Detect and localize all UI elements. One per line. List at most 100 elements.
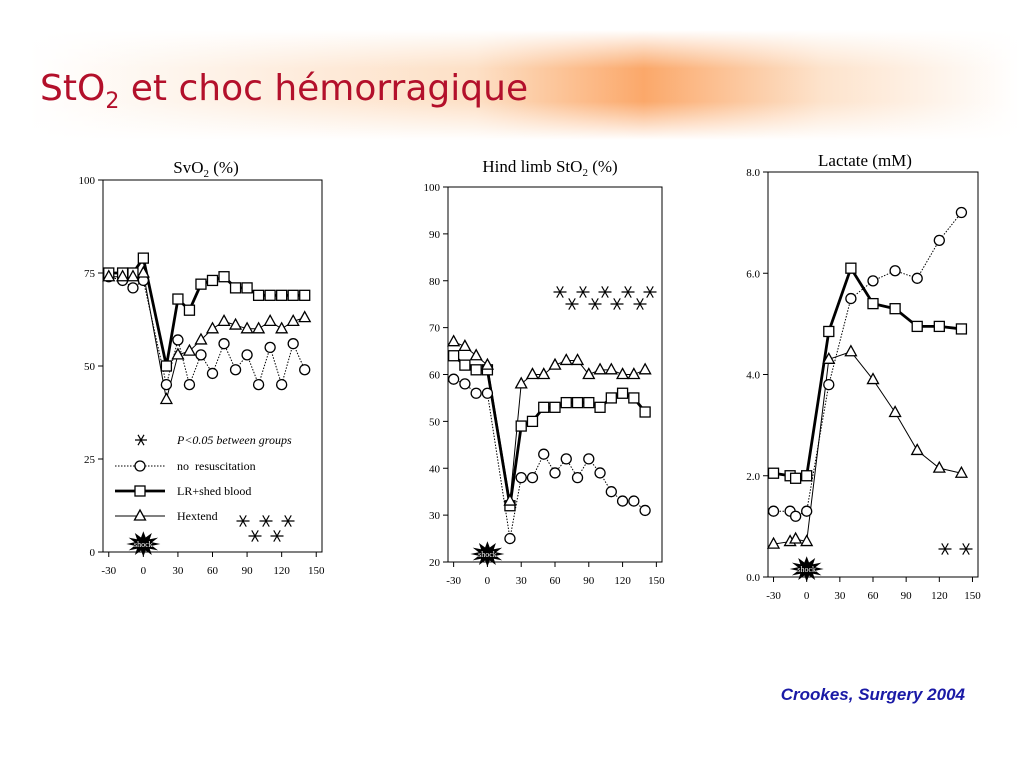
marker-circle (206, 367, 219, 380)
y-tick-label: 8.0 (746, 167, 760, 179)
slide-title: StO2 et choc hémorragique (40, 68, 528, 114)
y-tick-label: 0 (90, 547, 96, 559)
significance-asterisk (236, 515, 250, 527)
marker-circle (447, 373, 460, 385)
marker-circle (134, 460, 146, 472)
shock-burst (470, 541, 505, 567)
shock-burst (126, 531, 161, 557)
marker-square (172, 293, 184, 305)
x-tick-label: 150 (648, 575, 665, 587)
legend-label: Hextend (177, 509, 218, 523)
marker-triangle (194, 332, 208, 345)
marker-square (628, 392, 640, 404)
marker-circle (229, 364, 242, 376)
marker-triangle (126, 269, 140, 282)
marker-circle (276, 378, 288, 391)
marker-triangle (822, 351, 836, 364)
y-tick-label: 70 (429, 323, 441, 335)
marker-triangle (469, 348, 483, 361)
marker-square (845, 262, 857, 274)
y-tick-label: 100 (424, 182, 441, 194)
title-part: et choc hémorragique (119, 68, 528, 109)
marker-triangle (228, 317, 243, 330)
marker-triangle (171, 347, 185, 360)
marker-triangle (570, 353, 585, 366)
marker-circle (801, 505, 813, 517)
legend-asterisk (135, 434, 147, 446)
marker-circle (594, 467, 606, 479)
x-tick-label: -30 (101, 565, 116, 577)
marker-circle (571, 471, 584, 484)
marker-square (137, 252, 149, 264)
marker-square (526, 415, 539, 428)
significance-asterisk (633, 298, 647, 310)
chart-title: Lactate (mM) (818, 151, 912, 170)
y-tick-label: 20 (429, 557, 441, 569)
marker-square (218, 271, 230, 283)
marker-triangle (514, 376, 528, 389)
marker-circle (789, 510, 802, 522)
marker-square (933, 320, 945, 333)
x-tick-label: 120 (931, 590, 948, 602)
marker-triangle (115, 269, 130, 282)
marker-circle (845, 292, 857, 305)
x-tick-label: -30 (766, 590, 781, 602)
marker-triangle (932, 460, 946, 473)
marker-circle (183, 378, 196, 391)
x-tick-label: 30 (834, 590, 846, 602)
significance-asterisk (259, 515, 273, 527)
x-tick-label: 120 (614, 575, 631, 587)
y-tick-label: 0.0 (746, 572, 760, 584)
marker-square (789, 472, 802, 484)
significance-asterisk (959, 543, 973, 555)
significance-asterisk (588, 298, 602, 310)
x-tick-label: 0 (485, 575, 491, 587)
x-tick-label: 150 (308, 565, 325, 577)
x-tick-label: 0 (804, 590, 810, 602)
marker-circle (616, 495, 629, 507)
marker-square (299, 289, 311, 301)
marker-square (605, 392, 617, 404)
marker-square (889, 303, 901, 315)
y-tick-label: 100 (79, 175, 96, 187)
y-tick-label: 50 (84, 361, 96, 373)
significance-asterisk (565, 298, 579, 310)
title-part: (%) (588, 157, 618, 176)
marker-circle (252, 378, 265, 391)
marker-circle (241, 349, 253, 361)
marker-triangle (275, 321, 289, 334)
marker-circle (264, 341, 276, 354)
marker-square (767, 467, 780, 479)
y-tick-label: 90 (429, 229, 441, 241)
marker-circle (867, 275, 879, 287)
title-part: StO (40, 68, 105, 109)
marker-circle (823, 378, 835, 391)
marker-circle (560, 453, 572, 465)
x-tick-label: 30 (172, 565, 184, 577)
marker-triangle (638, 362, 652, 375)
y-tick-label: 80 (429, 276, 441, 288)
marker-square (515, 420, 527, 432)
marker-circle (526, 471, 539, 484)
marker-square (252, 289, 265, 301)
title-part: SvO (173, 158, 203, 177)
marker-triangle (525, 367, 540, 380)
marker-triangle (252, 321, 266, 334)
marker-triangle (217, 314, 231, 327)
significance-asterisk (270, 530, 284, 542)
significance-asterisk (576, 286, 590, 298)
marker-triangle (447, 334, 461, 347)
marker-square (470, 364, 482, 376)
marker-triangle (615, 367, 630, 380)
title-part: Lactate (mM) (818, 151, 912, 170)
marker-circle (195, 349, 207, 361)
shock-label: shock (478, 550, 497, 559)
marker-square (583, 396, 595, 409)
marker-square (823, 325, 835, 338)
marker-triangle (800, 534, 814, 547)
significance-asterisk (643, 286, 657, 298)
legend-label: no resuscitation (177, 459, 256, 473)
marker-square (134, 485, 146, 497)
marker-square (571, 396, 584, 409)
marker-triangle (844, 344, 858, 357)
